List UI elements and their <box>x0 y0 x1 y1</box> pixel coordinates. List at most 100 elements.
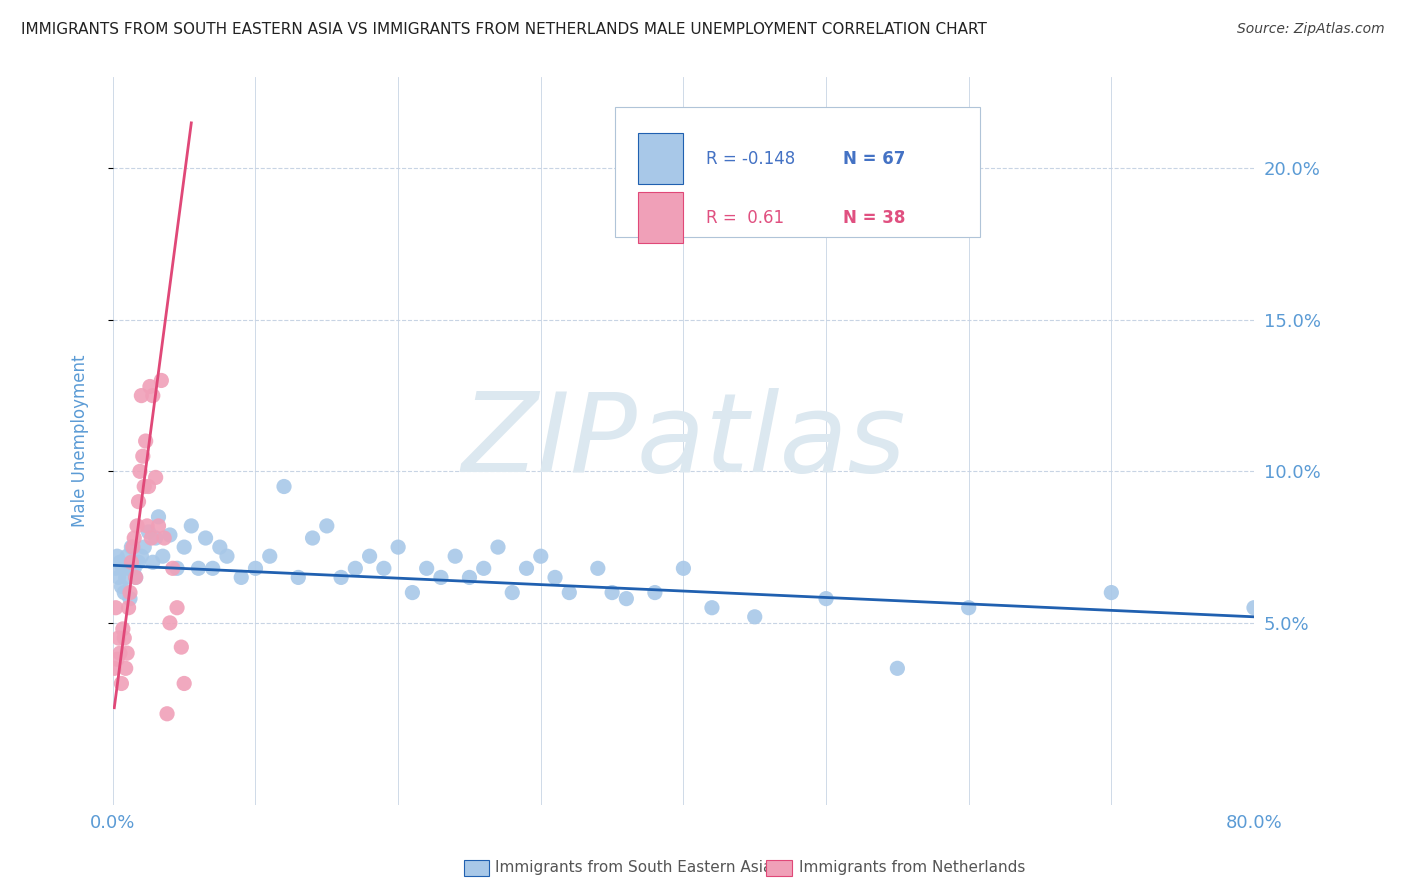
Text: Immigrants from South Eastern Asia: Immigrants from South Eastern Asia <box>495 861 772 875</box>
Text: ZIPatlas: ZIPatlas <box>461 387 905 494</box>
Point <box>544 570 567 584</box>
Point <box>108 555 131 569</box>
Point <box>138 524 160 539</box>
Point <box>120 555 142 569</box>
Point <box>114 570 136 584</box>
Point <box>138 479 160 493</box>
Point <box>122 531 145 545</box>
Point <box>107 570 129 584</box>
Point <box>104 561 127 575</box>
Point <box>486 540 509 554</box>
Point <box>359 549 381 564</box>
Point <box>614 591 637 606</box>
Text: R = -0.148: R = -0.148 <box>706 150 796 168</box>
Point <box>107 631 129 645</box>
Point <box>273 479 295 493</box>
Point <box>201 561 224 575</box>
Point <box>159 615 181 630</box>
Point <box>105 652 128 666</box>
Point <box>148 509 170 524</box>
FancyBboxPatch shape <box>638 193 683 244</box>
Point <box>145 470 167 484</box>
Point <box>145 531 167 545</box>
Point <box>103 661 125 675</box>
Point <box>142 389 165 403</box>
Point <box>141 531 163 545</box>
Point <box>156 706 179 721</box>
Text: R =  0.61: R = 0.61 <box>706 209 785 227</box>
Point <box>472 561 495 575</box>
Point <box>110 580 132 594</box>
Point <box>128 494 150 508</box>
Point <box>132 449 155 463</box>
Point <box>148 519 170 533</box>
Y-axis label: Male Unemployment: Male Unemployment <box>72 355 89 527</box>
Point <box>700 600 723 615</box>
Point <box>139 379 162 393</box>
Point <box>744 609 766 624</box>
Point <box>136 519 159 533</box>
Point <box>124 570 146 584</box>
Point <box>110 676 132 690</box>
FancyBboxPatch shape <box>614 106 980 237</box>
Text: N = 38: N = 38 <box>844 209 905 227</box>
Point <box>120 540 142 554</box>
Point <box>600 585 623 599</box>
Point <box>111 561 134 575</box>
Point <box>444 549 467 564</box>
Text: Immigrants from Netherlands: Immigrants from Netherlands <box>799 861 1025 875</box>
Text: N = 67: N = 67 <box>844 150 905 168</box>
Point <box>121 540 143 554</box>
Point <box>330 570 353 584</box>
Point <box>112 585 135 599</box>
Point <box>672 561 695 575</box>
Point <box>231 570 253 584</box>
Point <box>586 561 609 575</box>
Text: Source: ZipAtlas.com: Source: ZipAtlas.com <box>1237 22 1385 37</box>
Point <box>401 585 423 599</box>
Point <box>129 464 152 478</box>
Point <box>114 661 136 675</box>
Point <box>153 531 176 545</box>
Point <box>886 661 908 675</box>
FancyBboxPatch shape <box>638 134 683 185</box>
Point <box>118 591 141 606</box>
Point <box>134 479 156 493</box>
Point <box>108 646 131 660</box>
Point <box>187 561 209 575</box>
Point <box>134 540 156 554</box>
Point <box>245 561 267 575</box>
Point <box>118 585 141 599</box>
Point <box>173 540 195 554</box>
Point <box>644 585 666 599</box>
Point <box>135 434 157 448</box>
Point <box>150 374 173 388</box>
Point <box>387 540 409 554</box>
Point <box>301 531 323 545</box>
Point <box>1243 600 1265 615</box>
Point <box>117 561 139 575</box>
Point <box>159 528 181 542</box>
Point <box>117 600 139 615</box>
Point <box>501 585 523 599</box>
Point <box>122 561 145 575</box>
Point <box>128 555 150 569</box>
Point <box>152 549 174 564</box>
Point <box>287 570 309 584</box>
Point <box>957 600 980 615</box>
Point <box>415 561 437 575</box>
Point <box>458 570 481 584</box>
Point <box>124 570 146 584</box>
Point <box>430 570 453 584</box>
Point <box>112 631 135 645</box>
Point <box>558 585 581 599</box>
Point <box>344 561 367 575</box>
Point <box>131 549 153 564</box>
Point <box>530 549 553 564</box>
Point <box>173 676 195 690</box>
Point <box>104 600 127 615</box>
Point <box>127 519 149 533</box>
Point <box>259 549 281 564</box>
Point <box>166 600 188 615</box>
Point <box>111 622 134 636</box>
